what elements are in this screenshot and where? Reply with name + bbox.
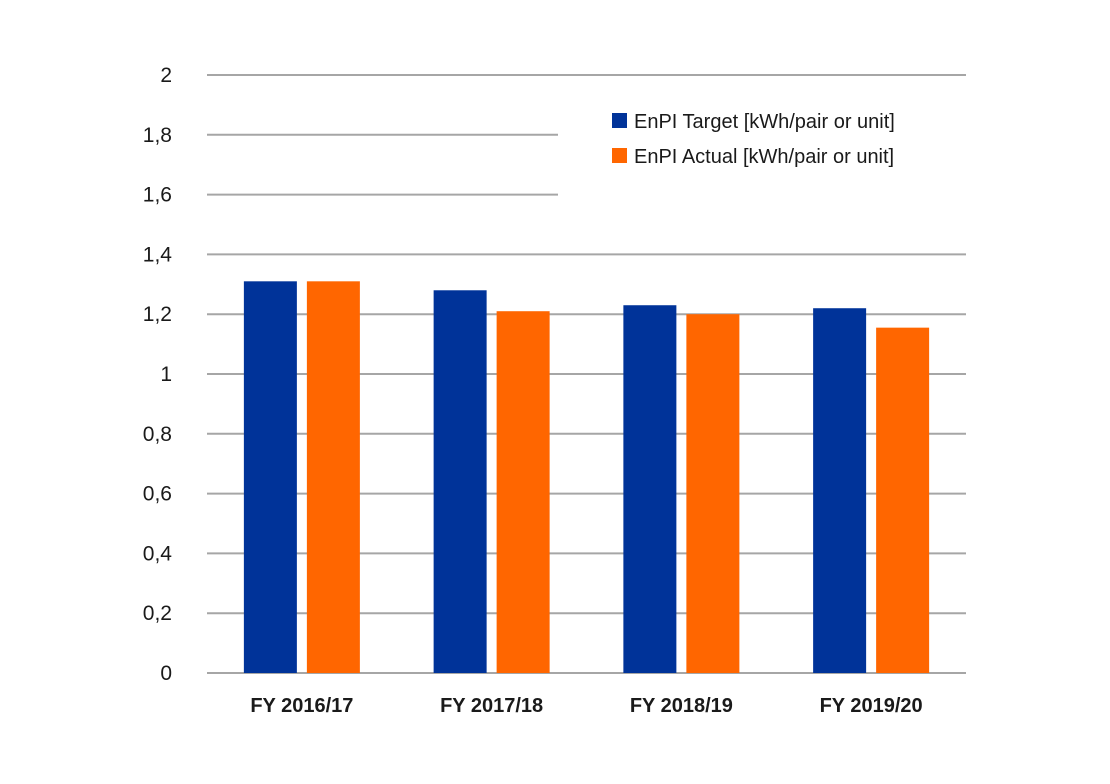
y-tick-label: 0 <box>160 662 172 685</box>
y-tick-label: 0,4 <box>143 542 173 565</box>
bar-target <box>623 305 677 673</box>
bar-actual <box>496 311 550 673</box>
y-tick-label: 1,4 <box>143 243 173 266</box>
y-axis-ticks: 0 0,2 0,4 0,6 0,8 1 1,2 1,4 1,6 1,8 2 <box>143 64 173 685</box>
y-tick-label: 0,2 <box>143 602 172 625</box>
bar-actual <box>876 327 930 673</box>
x-category-label: FY 2018/19 <box>630 695 733 717</box>
legend-label-target: EnPI Target [kWh/pair or unit] <box>634 111 895 133</box>
y-tick-label: 1,8 <box>143 124 172 147</box>
bar-actual <box>306 281 360 673</box>
legend-label-actual: EnPI Actual [kWh/pair or unit] <box>634 146 894 168</box>
y-tick-label: 0,8 <box>143 423 172 446</box>
y-tick-label: 1,2 <box>143 303 172 326</box>
y-tick-label: 0,6 <box>143 483 172 506</box>
legend: EnPI Target [kWh/pair or unit] EnPI Actu… <box>558 96 966 236</box>
y-tick-label: 1 <box>160 363 172 386</box>
y-tick-label: 1,6 <box>143 184 172 207</box>
legend-swatch-actual <box>612 148 627 163</box>
x-category-label: FY 2019/20 <box>820 695 923 717</box>
legend-swatch-target <box>612 113 627 128</box>
bar-actual <box>686 314 740 673</box>
bar-target <box>813 308 867 673</box>
x-category-label: FY 2017/18 <box>440 695 543 717</box>
y-tick-label: 2 <box>160 64 172 87</box>
bar-target <box>243 281 297 673</box>
x-category-label: FY 2016/17 <box>250 695 353 717</box>
x-axis-labels: FY 2016/17 FY 2017/18 FY 2018/19 FY 2019/20 <box>250 695 922 717</box>
bars <box>243 281 930 673</box>
bar-target <box>433 290 487 673</box>
